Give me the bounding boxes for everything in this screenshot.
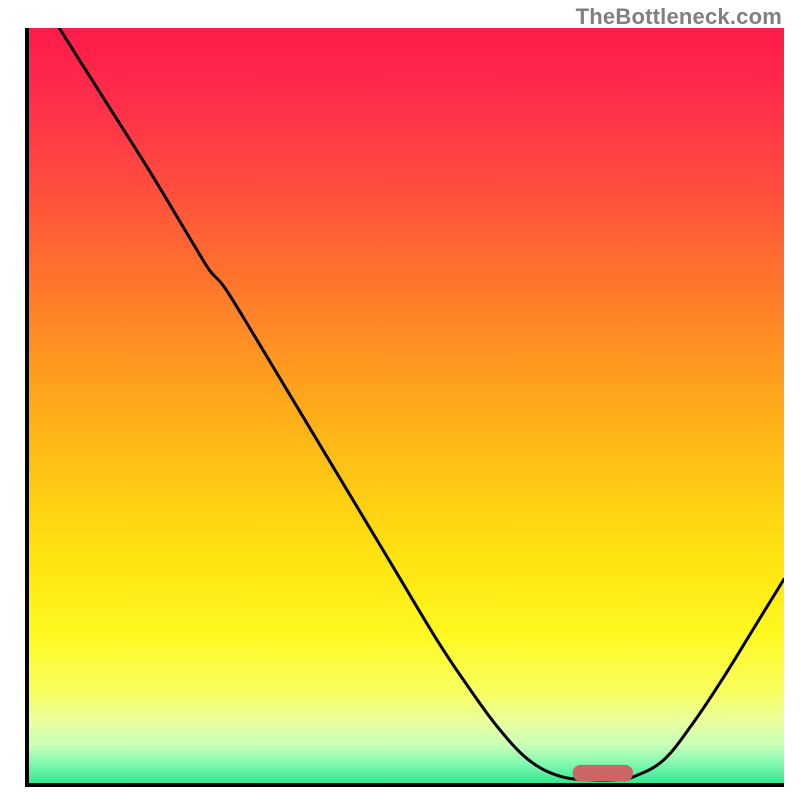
chart-background <box>29 28 784 783</box>
optimal-range-marker <box>573 765 633 782</box>
bottleneck-chart <box>29 28 784 783</box>
attribution-text: TheBottleneck.com <box>576 4 782 30</box>
